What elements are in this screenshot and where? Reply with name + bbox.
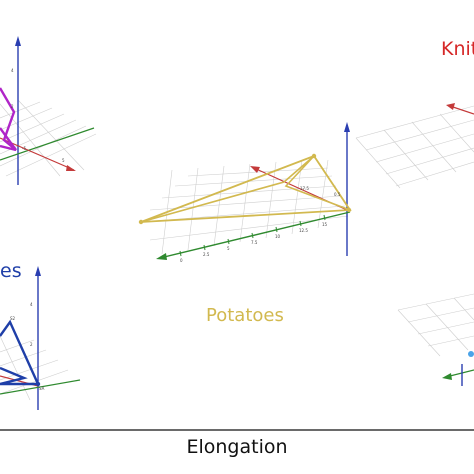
top-right-red-arrow bbox=[446, 103, 455, 110]
bottom-right-panel bbox=[397, 293, 474, 386]
center-tick-3: 5 bbox=[227, 246, 230, 251]
top-left-tick-3: 5 bbox=[62, 158, 65, 163]
top-left-tick-2: 2 bbox=[11, 104, 14, 109]
bottom-left-panel: 4 2 S2 SA bbox=[0, 266, 81, 410]
potatoes-vertex-2 bbox=[311, 153, 317, 159]
potatoes-vertex-1 bbox=[138, 219, 144, 225]
center-tick-7: 15 bbox=[322, 222, 328, 227]
bottom-left-blue-shape bbox=[0, 319, 40, 386]
center-grid bbox=[139, 159, 349, 255]
knit-label: Knit bbox=[441, 38, 474, 60]
bottom-left-tick-4: SA bbox=[39, 386, 45, 391]
top-left-green-axis bbox=[0, 127, 95, 161]
bottom-left-tick-3: S2 bbox=[10, 316, 16, 321]
center-tick-8: 17.5 bbox=[300, 186, 309, 191]
center-green-ticks bbox=[179, 214, 326, 257]
bottom-left-tick-1: 4 bbox=[30, 302, 33, 307]
center-tick-9: 0.5 bbox=[334, 192, 341, 197]
bottom-right-point bbox=[468, 351, 474, 357]
center-green-axis bbox=[159, 211, 351, 259]
top-left-purple-edge bbox=[0, 127, 17, 151]
bottom-left-vertex bbox=[35, 381, 41, 387]
top-left-z-arrow bbox=[15, 36, 21, 46]
bottom-right-green-arrow bbox=[442, 373, 452, 380]
top-left-panel: 4 2 5 -5 bbox=[0, 36, 97, 185]
bottom-left-green-axis bbox=[0, 379, 81, 395]
top-left-purple-shape bbox=[0, 87, 17, 152]
top-left-tick-1: 4 bbox=[11, 68, 14, 73]
top-left-tick-4: -5 bbox=[22, 146, 26, 151]
center-green-arrow bbox=[156, 253, 167, 260]
elongation-axis-label: Elongation bbox=[186, 436, 288, 458]
top-right-grid bbox=[355, 105, 474, 189]
potatoes-label: Potatoes bbox=[206, 305, 284, 326]
center-tick-1: 0 bbox=[180, 258, 183, 263]
center-tick-4: 7.5 bbox=[251, 240, 258, 245]
top-left-red-arrow bbox=[66, 165, 76, 171]
potatoes-shape-outer bbox=[140, 154, 352, 223]
top-right-red-axis bbox=[449, 105, 474, 115]
center-tick-6: 12.5 bbox=[299, 228, 308, 233]
center-z-arrow bbox=[344, 122, 350, 132]
bottom-left-tick-2: 2 bbox=[30, 342, 33, 347]
top-right-panel bbox=[355, 103, 474, 189]
center-tick-2: 2.5 bbox=[203, 252, 210, 257]
left-group-label: es bbox=[0, 260, 22, 282]
bottom-right-grid bbox=[397, 293, 474, 357]
bottom-left-z-arrow bbox=[35, 266, 41, 276]
center-tick-5: 10 bbox=[275, 234, 281, 239]
potatoes-vertex-3 bbox=[346, 207, 352, 213]
center-panel: 0 2.5 5 7.5 10 12.5 15 17.5 0.5 bbox=[138, 122, 352, 263]
center-red-arrow bbox=[250, 166, 260, 173]
bottom-left-grid bbox=[0, 335, 69, 401]
